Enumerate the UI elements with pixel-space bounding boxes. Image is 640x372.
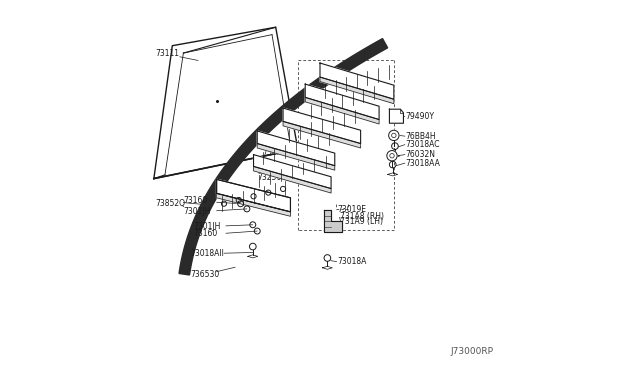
Polygon shape [216, 193, 291, 216]
Text: 7301JH: 7301JH [184, 207, 211, 217]
Polygon shape [257, 144, 335, 170]
Polygon shape [253, 155, 331, 189]
Circle shape [388, 130, 399, 141]
Text: 73210: 73210 [216, 191, 241, 200]
Polygon shape [283, 108, 360, 144]
Text: 73111: 73111 [156, 49, 180, 58]
Polygon shape [283, 121, 360, 148]
Text: 7301JH: 7301JH [194, 222, 221, 231]
Text: 73018AC: 73018AC [405, 140, 440, 149]
Text: 731A8 (RH): 731A8 (RH) [340, 212, 384, 221]
Polygon shape [305, 97, 379, 124]
Polygon shape [257, 131, 335, 166]
Polygon shape [179, 39, 388, 275]
Text: 73018AA: 73018AA [405, 158, 440, 168]
Text: 76BB4H: 76BB4H [405, 132, 436, 141]
Polygon shape [216, 179, 291, 212]
Text: 73852Q: 73852Q [156, 199, 186, 208]
Text: 73018A: 73018A [338, 257, 367, 266]
Circle shape [387, 151, 397, 161]
Text: 73019E: 73019E [338, 205, 367, 214]
Text: 73230: 73230 [330, 76, 355, 85]
Text: 73256P: 73256P [257, 173, 286, 182]
Text: 79490Y: 79490Y [405, 112, 435, 121]
Polygon shape [389, 109, 403, 123]
Text: 731A9 (LH): 731A9 (LH) [340, 217, 383, 226]
Polygon shape [320, 77, 394, 104]
Polygon shape [320, 63, 394, 99]
Text: 73018AII: 73018AII [190, 249, 224, 258]
Text: 73160: 73160 [194, 230, 218, 238]
Text: 736530: 736530 [190, 270, 220, 279]
Polygon shape [253, 166, 331, 193]
Text: 73223: 73223 [309, 99, 333, 108]
Text: J73000RP: J73000RP [451, 347, 493, 356]
Polygon shape [324, 210, 342, 232]
Text: 73222: 73222 [294, 121, 318, 129]
Polygon shape [216, 179, 291, 212]
Text: 73220: 73220 [263, 148, 287, 157]
Polygon shape [305, 84, 379, 119]
Text: 73160: 73160 [184, 196, 207, 205]
Text: 76032N: 76032N [405, 150, 435, 159]
